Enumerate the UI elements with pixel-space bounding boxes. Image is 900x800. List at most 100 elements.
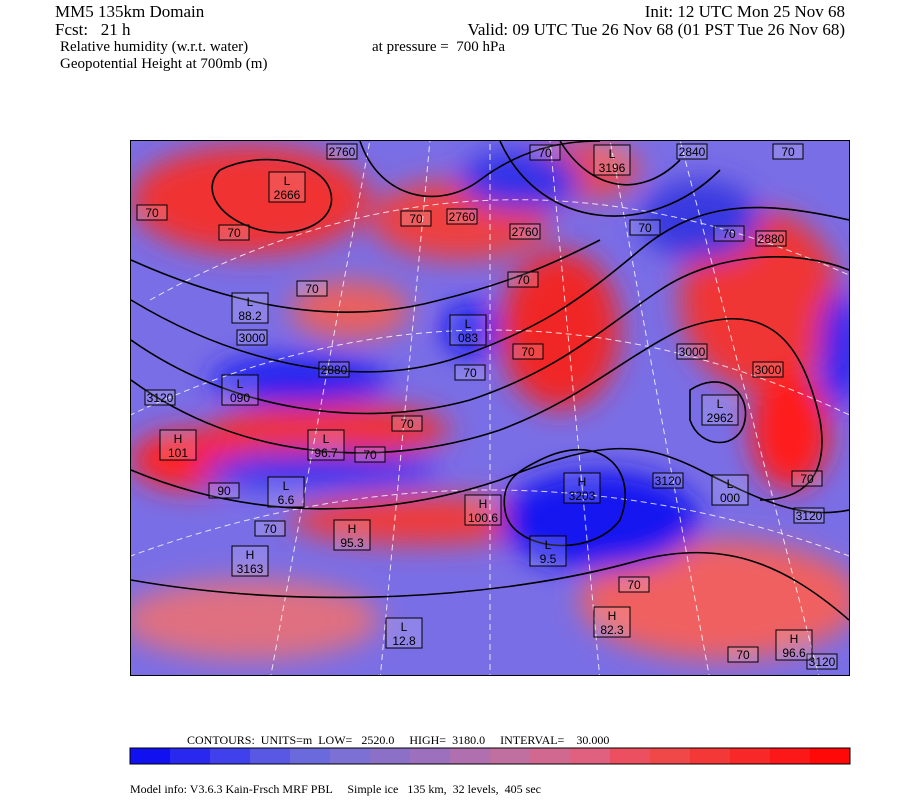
center-value: 3203 [569, 489, 596, 503]
model-info: Model info: V3.6.3 Kain-Frsch MRF PBL Si… [130, 782, 541, 796]
color-bar-cell [210, 748, 250, 764]
color-bar-cell [410, 748, 450, 764]
contour-label: 70 [409, 212, 423, 226]
field-name: Geopotential Height at 700mb (m) [60, 56, 267, 72]
center-type: H [790, 632, 799, 646]
contour-label-box [676, 343, 708, 360]
center-value: 6.6 [278, 493, 295, 507]
contour-label-box [326, 143, 358, 160]
center-type: L [465, 317, 472, 331]
center-type: H [479, 497, 488, 511]
center-value: 101 [168, 446, 188, 460]
contour-label: 2840 [679, 145, 706, 159]
center-label-box [701, 394, 739, 426]
contour-label-box [629, 219, 661, 236]
center-value: 3163 [237, 562, 264, 576]
contour-label-box [254, 520, 286, 537]
center-label-box [333, 519, 371, 551]
color-bar-cell [770, 748, 810, 764]
center-label-box [231, 545, 269, 577]
center-label-box [563, 472, 601, 504]
center-label-box [307, 429, 345, 461]
contour-label: 70 [627, 578, 641, 592]
map-labels: 2760 70 70 70 2760 2760 70 2840 70 2880 70 70 3000 70… [136, 143, 838, 670]
color-bar-cell [130, 748, 170, 764]
contour-label-box [136, 204, 168, 221]
center-value: 090 [230, 391, 250, 405]
color-bar-cell [530, 748, 570, 764]
center-value: 88.2 [238, 309, 262, 323]
contour-label: 2880 [758, 232, 785, 246]
center-label-box [231, 292, 269, 324]
contour-label: 2880 [321, 363, 348, 377]
pressure-level: at pressure = 700 hPa [372, 39, 505, 55]
center-value: 95.3 [340, 536, 364, 550]
contour-label-box [507, 271, 539, 288]
contour-label: 70 [736, 648, 750, 662]
color-bar-cell [290, 748, 330, 764]
contour-label: 3120 [655, 474, 682, 488]
contour-label: 70 [722, 227, 736, 241]
center-value: 3196 [599, 161, 626, 175]
contour-label-box [318, 361, 350, 378]
humidity-field [131, 141, 849, 660]
color-bar-cell [690, 748, 730, 764]
center-type: L [401, 620, 408, 634]
contour-label: 70 [227, 226, 241, 240]
center-type: H [174, 432, 183, 446]
color-bar-frame [129, 747, 851, 765]
map-frame [130, 140, 850, 676]
color-bar-cell [370, 748, 410, 764]
contour-label-box [676, 143, 708, 160]
center-value: 083 [458, 331, 478, 345]
contour-label: 3120 [796, 509, 823, 523]
contour-label: 70 [781, 145, 795, 159]
contour-label-box [727, 646, 759, 663]
map-area: 2760 70 70 70 2760 2760 70 2840 70 2880 70 70 3000 70… [131, 141, 849, 675]
center-label-box [711, 474, 749, 506]
contour-label-box [529, 144, 561, 161]
center-label-box [775, 629, 813, 661]
contour-label-box [144, 389, 176, 406]
center-value: 96.6 [782, 646, 806, 660]
contour-label: 70 [463, 366, 477, 380]
center-value: 000 [720, 491, 740, 505]
center-label-box [593, 606, 631, 638]
contour-label-box [793, 507, 825, 524]
color-bar-cell [810, 748, 850, 764]
center-type: L [237, 377, 244, 391]
contour-label: 3000 [755, 363, 782, 377]
color-bar-cell [650, 748, 690, 764]
center-type: H [578, 475, 587, 489]
contour-label: 2760 [512, 225, 539, 239]
contour-label: 90 [217, 484, 231, 498]
contour-label-box [772, 143, 804, 160]
color-bar-cell [610, 748, 650, 764]
contour-label-box [618, 576, 650, 593]
center-type: L [284, 174, 291, 188]
center-type: L [609, 147, 616, 161]
center-type: L [727, 477, 734, 491]
contour-label-box [400, 210, 432, 227]
contour-label-box [752, 361, 784, 378]
center-value: 12.8 [392, 634, 416, 648]
color-bar-cell [170, 748, 210, 764]
color-bar-cell [490, 748, 530, 764]
contour-label: 3000 [239, 331, 266, 345]
forecast-hour: Fcst: 21 h [55, 20, 131, 39]
center-type: L [545, 538, 552, 552]
center-label-box [159, 429, 197, 461]
contour-label: 2760 [449, 210, 476, 224]
contour-label: 70 [538, 146, 552, 160]
center-value: 96.7 [314, 446, 338, 460]
contour-label-box [454, 364, 486, 381]
center-label-box [267, 476, 305, 508]
field-name: Relative humidity (w.r.t. water) [60, 39, 248, 55]
center-type: H [608, 609, 617, 623]
contour-label: 70 [263, 522, 277, 536]
contour-label-box [791, 470, 823, 487]
center-type: L [247, 295, 254, 309]
contour-label: 70 [800, 472, 814, 486]
